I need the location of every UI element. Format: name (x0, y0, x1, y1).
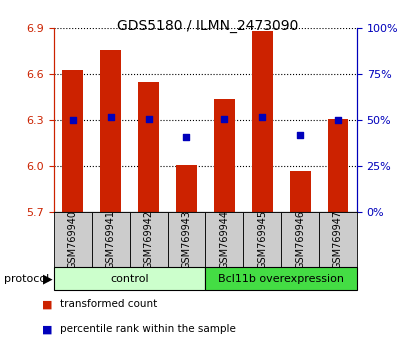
Text: GSM769941: GSM769941 (106, 210, 116, 269)
Text: GSM769940: GSM769940 (68, 210, 78, 269)
Bar (327, 119, 348, 212)
Bar (100, 50, 121, 212)
Text: ▶: ▶ (43, 272, 53, 285)
Text: protocol: protocol (4, 274, 49, 284)
Point (259, 114, 266, 120)
Bar (281, 212, 319, 267)
Text: GSM769943: GSM769943 (181, 210, 191, 269)
Text: ■: ■ (42, 299, 52, 309)
Bar (129, 212, 168, 267)
Text: GSM769946: GSM769946 (295, 210, 305, 269)
Point (70, 118, 76, 123)
Point (297, 132, 303, 138)
Bar (319, 212, 357, 267)
Bar (138, 82, 159, 212)
Point (334, 118, 341, 123)
Text: GDS5180 / ILMN_2473090: GDS5180 / ILMN_2473090 (117, 19, 298, 34)
Bar (168, 212, 205, 267)
Bar (243, 212, 281, 267)
Point (145, 116, 152, 121)
Text: transformed count: transformed count (60, 299, 157, 309)
Bar (54, 212, 92, 267)
Text: GSM769942: GSM769942 (144, 210, 154, 269)
Text: ■: ■ (42, 324, 52, 334)
Bar (92, 212, 129, 267)
Bar (252, 32, 273, 212)
Point (221, 116, 228, 121)
Bar (214, 99, 235, 212)
Bar (176, 165, 197, 212)
Bar (205, 267, 357, 290)
Bar (290, 171, 310, 212)
Text: percentile rank within the sample: percentile rank within the sample (60, 324, 236, 334)
Text: Bcl11b overexpression: Bcl11b overexpression (218, 274, 344, 284)
Bar (63, 70, 83, 212)
Bar (54, 267, 205, 290)
Text: control: control (110, 274, 149, 284)
Text: GSM769944: GSM769944 (220, 210, 229, 269)
Point (183, 134, 190, 140)
Text: GSM769947: GSM769947 (333, 210, 343, 269)
Text: GSM769945: GSM769945 (257, 210, 267, 269)
Point (107, 114, 114, 120)
Bar (205, 212, 243, 267)
